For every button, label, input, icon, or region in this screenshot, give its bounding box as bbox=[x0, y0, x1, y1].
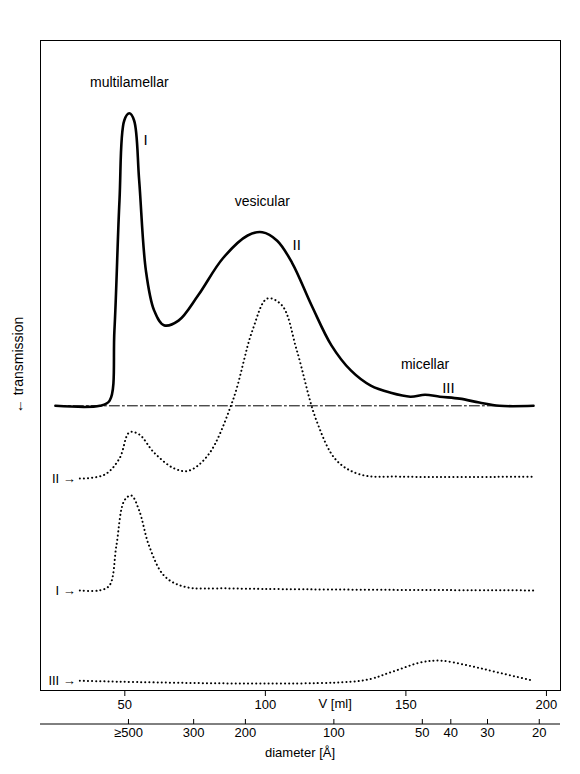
svg-text:100: 100 bbox=[323, 725, 345, 740]
svg-text:50: 50 bbox=[118, 697, 132, 712]
svg-text:20: 20 bbox=[532, 725, 546, 740]
svg-text:200: 200 bbox=[536, 697, 558, 712]
svg-text:multilamellar: multilamellar bbox=[90, 74, 169, 90]
svg-text:V [ml]: V [ml] bbox=[319, 696, 352, 711]
svg-text:40: 40 bbox=[444, 725, 458, 740]
svg-text:II: II bbox=[293, 236, 301, 253]
svg-text:150: 150 bbox=[395, 697, 417, 712]
svg-text:300: 300 bbox=[183, 725, 205, 740]
svg-text:diameter [Å]: diameter [Å] bbox=[265, 745, 335, 760]
svg-text:100: 100 bbox=[255, 697, 277, 712]
svg-text:200: 200 bbox=[235, 725, 257, 740]
svg-text:50: 50 bbox=[415, 725, 429, 740]
svg-text:I: I bbox=[143, 131, 147, 148]
svg-text:III: III bbox=[442, 379, 455, 396]
svg-text:II →: II → bbox=[52, 471, 76, 486]
svg-text:30: 30 bbox=[480, 725, 494, 740]
svg-text:micellar: micellar bbox=[401, 356, 450, 372]
svg-text:vesicular: vesicular bbox=[235, 193, 291, 209]
svg-text:I →: I → bbox=[56, 583, 76, 598]
svg-text:III →: III → bbox=[48, 673, 75, 688]
svg-text:← transmission: ← transmission bbox=[10, 317, 26, 413]
svg-text:≥500: ≥500 bbox=[114, 725, 143, 740]
